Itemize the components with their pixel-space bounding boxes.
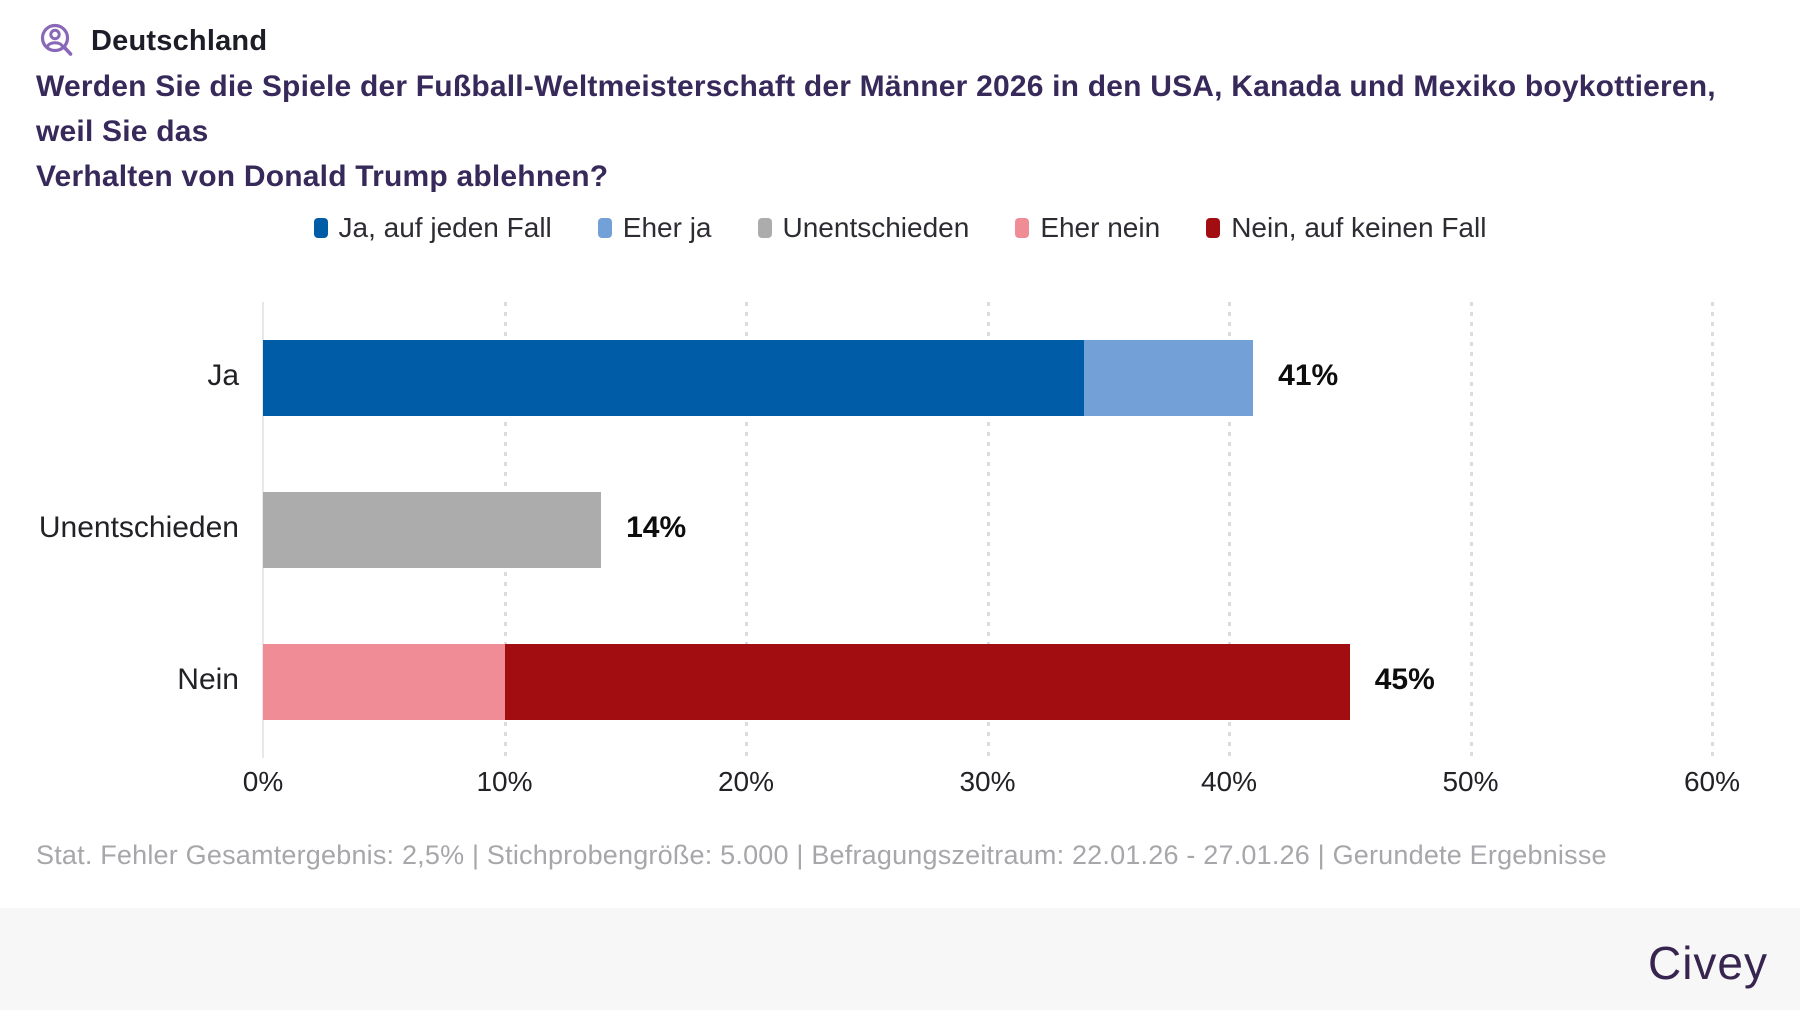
bar-segment (1084, 340, 1254, 416)
legend-swatch-icon (1015, 218, 1030, 238)
stacked-bar (263, 492, 602, 568)
gridline (1469, 302, 1473, 758)
x-tick-label: 60% (1683, 766, 1741, 797)
stacked-bar (263, 644, 1350, 720)
legend-item: Nein, auf keinen Fall (1206, 212, 1486, 244)
poll-question: Werden Sie die Spiele der Fußball-Weltme… (36, 64, 1776, 199)
bar-segment (504, 644, 1350, 720)
legend-item: Ja, auf jeden Fall (313, 212, 552, 244)
civey-logo: Civey (1647, 937, 1768, 989)
bar-chart-plot: Ja 41% Unentschieden 14% Nein 45% (39, 302, 1714, 758)
x-tick-label: 0% (242, 766, 284, 797)
legend-swatch-icon (757, 218, 772, 238)
legend-label: Eher ja (622, 212, 712, 243)
category-label: Unentschieden (38, 511, 239, 544)
bar-row: Ja 41% (207, 302, 1712, 454)
legend-label: Unentschieden (782, 212, 970, 243)
poll-question-line2: Verhalten von Donald Trump ablehnen? (36, 160, 609, 193)
bar-segment (263, 492, 602, 568)
bar-value-label: 45% (1374, 663, 1435, 696)
x-axis: 0% 10% 20% 30% 40% 50% 60% (243, 766, 1740, 806)
x-tick-label: 10% (476, 766, 533, 797)
bar-row: Unentschieden 14% (39, 454, 1712, 606)
stacked-bar (263, 340, 1254, 416)
legend-item: Unentschieden (757, 212, 970, 244)
gridline (986, 302, 990, 758)
x-tick-label: 50% (1442, 766, 1499, 797)
chart-legend: Ja, auf jeden Fall Eher ja Unentschieden Eh… (0, 212, 1800, 244)
legend-item: Eher nein (1015, 212, 1160, 244)
bar-value-label: 14% (626, 511, 687, 544)
bar-value-label: 41% (1278, 359, 1339, 392)
x-tick-label: 20% (717, 766, 775, 797)
gridline (1228, 302, 1231, 758)
legend-swatch-icon (1206, 218, 1221, 238)
x-tick-label: 30% (959, 766, 1016, 797)
bar-segment (263, 340, 1085, 416)
methodology-footnote: Stat. Fehler Gesamtergebnis: 2,5% | Stic… (36, 840, 1607, 870)
bar-segment (263, 644, 505, 720)
person-magnifier-icon (36, 20, 78, 62)
category-label: Ja (207, 359, 239, 392)
gridline (745, 302, 748, 758)
legend-swatch-icon (313, 218, 328, 238)
legend-item: Eher ja (597, 212, 712, 244)
gridline (1711, 302, 1714, 758)
bar-row: Nein 45% (177, 606, 1712, 758)
category-label: Nein (177, 663, 239, 696)
region-label: Deutschland (91, 24, 268, 57)
legend-swatch-icon (597, 218, 612, 238)
footer-band: Civey (0, 908, 1800, 1010)
x-tick-label: 40% (1200, 766, 1258, 797)
header: Deutschland (36, 20, 267, 62)
legend-label: Eher nein (1040, 212, 1161, 243)
poll-question-line1: Werden Sie die Spiele der Fußball-Weltme… (36, 70, 1716, 148)
legend-label: Ja, auf jeden Fall (338, 212, 552, 243)
legend-label: Nein, auf keinen Fall (1231, 212, 1487, 243)
